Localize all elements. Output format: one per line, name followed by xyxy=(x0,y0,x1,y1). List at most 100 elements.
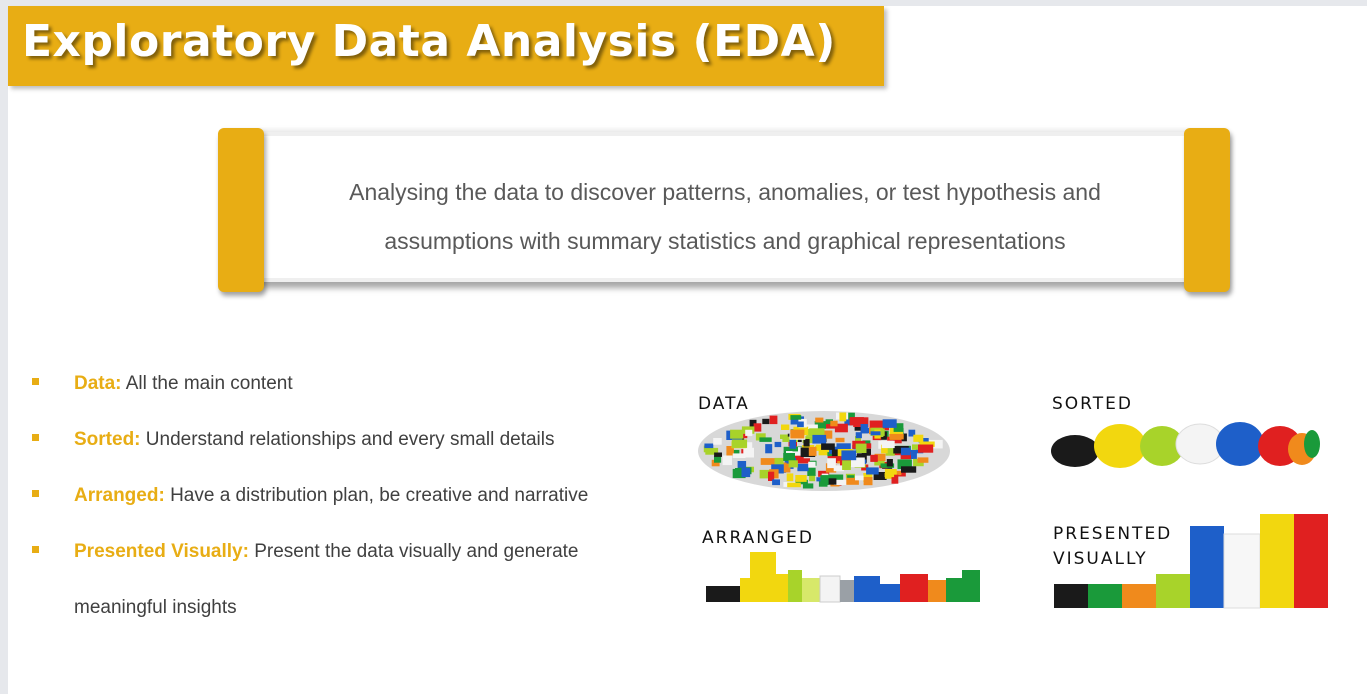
lego-brick xyxy=(737,461,747,468)
lego-brick xyxy=(874,453,886,461)
lego-brick xyxy=(874,457,885,466)
lego-brick xyxy=(850,457,865,468)
lego-brick xyxy=(908,429,916,437)
lego-brick xyxy=(827,458,836,469)
lego-brick xyxy=(836,443,851,454)
lego-brick xyxy=(730,429,744,439)
lego-brick xyxy=(884,473,895,478)
lego-brick xyxy=(797,463,809,472)
lego-brick xyxy=(887,436,902,444)
lego-brick xyxy=(762,418,770,425)
bullet-term: Data: xyxy=(74,373,122,394)
lego-brick xyxy=(886,459,893,467)
bullet-text: Understand relationships and every small… xyxy=(140,429,555,450)
lego-brick xyxy=(873,472,887,480)
lego-brick xyxy=(881,440,895,449)
lego-brick xyxy=(869,420,883,429)
lego-brick xyxy=(841,450,857,461)
lego-brick xyxy=(732,453,746,458)
lego-brick xyxy=(781,424,790,430)
lego-brick xyxy=(889,433,904,440)
lego-brick xyxy=(839,412,847,422)
lego-brick xyxy=(918,438,929,443)
lego-brick xyxy=(722,455,732,466)
lego-brick xyxy=(797,421,804,428)
callout-text: Analysing the data to discover patterns,… xyxy=(282,168,1168,266)
bullet-continuation: meaningful insights xyxy=(30,580,670,636)
lego-brick xyxy=(807,467,816,476)
lego-brick xyxy=(833,465,844,472)
lego-brick xyxy=(802,483,814,489)
lego-brick xyxy=(824,478,837,485)
lego-brick xyxy=(812,434,827,444)
bullet-item-presented: Presented Visually: Present the data vis… xyxy=(30,524,670,580)
bullet-item-sorted: Sorted: Understand relationships and eve… xyxy=(30,412,670,468)
lego-brick xyxy=(816,477,824,482)
lego-brick xyxy=(900,451,911,460)
callout-inner: Analysing the data to discover patterns,… xyxy=(222,132,1228,282)
lego-brick xyxy=(863,477,873,486)
slide-title: Exploratory Data Analysis (EDA) xyxy=(22,16,836,67)
lego-arranged-label: ARRANGED xyxy=(702,528,814,548)
lego-brick xyxy=(732,449,740,456)
lego-brick xyxy=(855,443,867,453)
bullet-square-icon xyxy=(32,434,39,441)
lego-brick xyxy=(771,464,784,474)
bullet-text: meaningful insights xyxy=(74,597,237,618)
lego-brick xyxy=(809,475,816,482)
lego-brick xyxy=(815,417,824,423)
lego-brick xyxy=(844,417,854,426)
lego-brick xyxy=(833,479,847,485)
lego-brick xyxy=(789,439,796,449)
lego-brick xyxy=(900,447,911,456)
lego-brick xyxy=(704,443,714,449)
lego-brick xyxy=(790,416,804,425)
callout-tab-left xyxy=(218,128,264,292)
lego-sorted-image xyxy=(1051,422,1320,468)
lego-brick xyxy=(822,430,833,439)
lego-brick xyxy=(855,475,864,481)
lego-brick xyxy=(825,419,833,425)
lego-presented-label: PRESENTED VISUALLY xyxy=(1053,524,1173,569)
lego-brick xyxy=(893,423,904,432)
bullet-square-icon xyxy=(32,490,39,497)
definition-callout: Analysing the data to discover patterns,… xyxy=(222,132,1228,282)
lego-brick xyxy=(745,429,753,436)
bullet-square-icon xyxy=(32,378,39,385)
bullet-term: Sorted: xyxy=(74,429,141,450)
lego-brick xyxy=(714,452,722,457)
lego-brick xyxy=(808,461,816,468)
lego-brick xyxy=(795,475,807,482)
slide-background xyxy=(8,6,1367,694)
lego-brick xyxy=(870,454,878,462)
lego-brick xyxy=(790,415,802,420)
lego-brick xyxy=(806,429,823,436)
lego-brick xyxy=(866,467,879,475)
lego-brick xyxy=(769,415,778,425)
lego-brick xyxy=(802,445,815,450)
lego-brick xyxy=(795,479,808,485)
lego-brick xyxy=(901,466,917,473)
lego-brick xyxy=(846,477,859,485)
lego-brick xyxy=(834,423,848,433)
lego-brick xyxy=(815,445,822,451)
lego-brick xyxy=(755,433,766,441)
lego-brick xyxy=(855,436,861,445)
lego-brick xyxy=(820,475,829,485)
lego-brick xyxy=(749,419,757,428)
lego-brick xyxy=(772,479,780,486)
lego-brick xyxy=(918,444,934,453)
lego-brick xyxy=(768,471,775,481)
lego-brick xyxy=(842,460,851,470)
lego-brick xyxy=(714,455,722,463)
bullet-item-data: Data: All the main content xyxy=(30,356,670,412)
lego-brick xyxy=(759,437,772,442)
lego-brick xyxy=(753,423,762,432)
bullet-text: Present the data visually and generate xyxy=(248,541,579,562)
lego-brick xyxy=(913,434,924,442)
callout-tab-right xyxy=(1184,128,1230,292)
lego-brick xyxy=(862,443,872,449)
lego-brick xyxy=(814,421,826,429)
lego-brick xyxy=(847,412,855,420)
lego-brick xyxy=(891,474,899,484)
